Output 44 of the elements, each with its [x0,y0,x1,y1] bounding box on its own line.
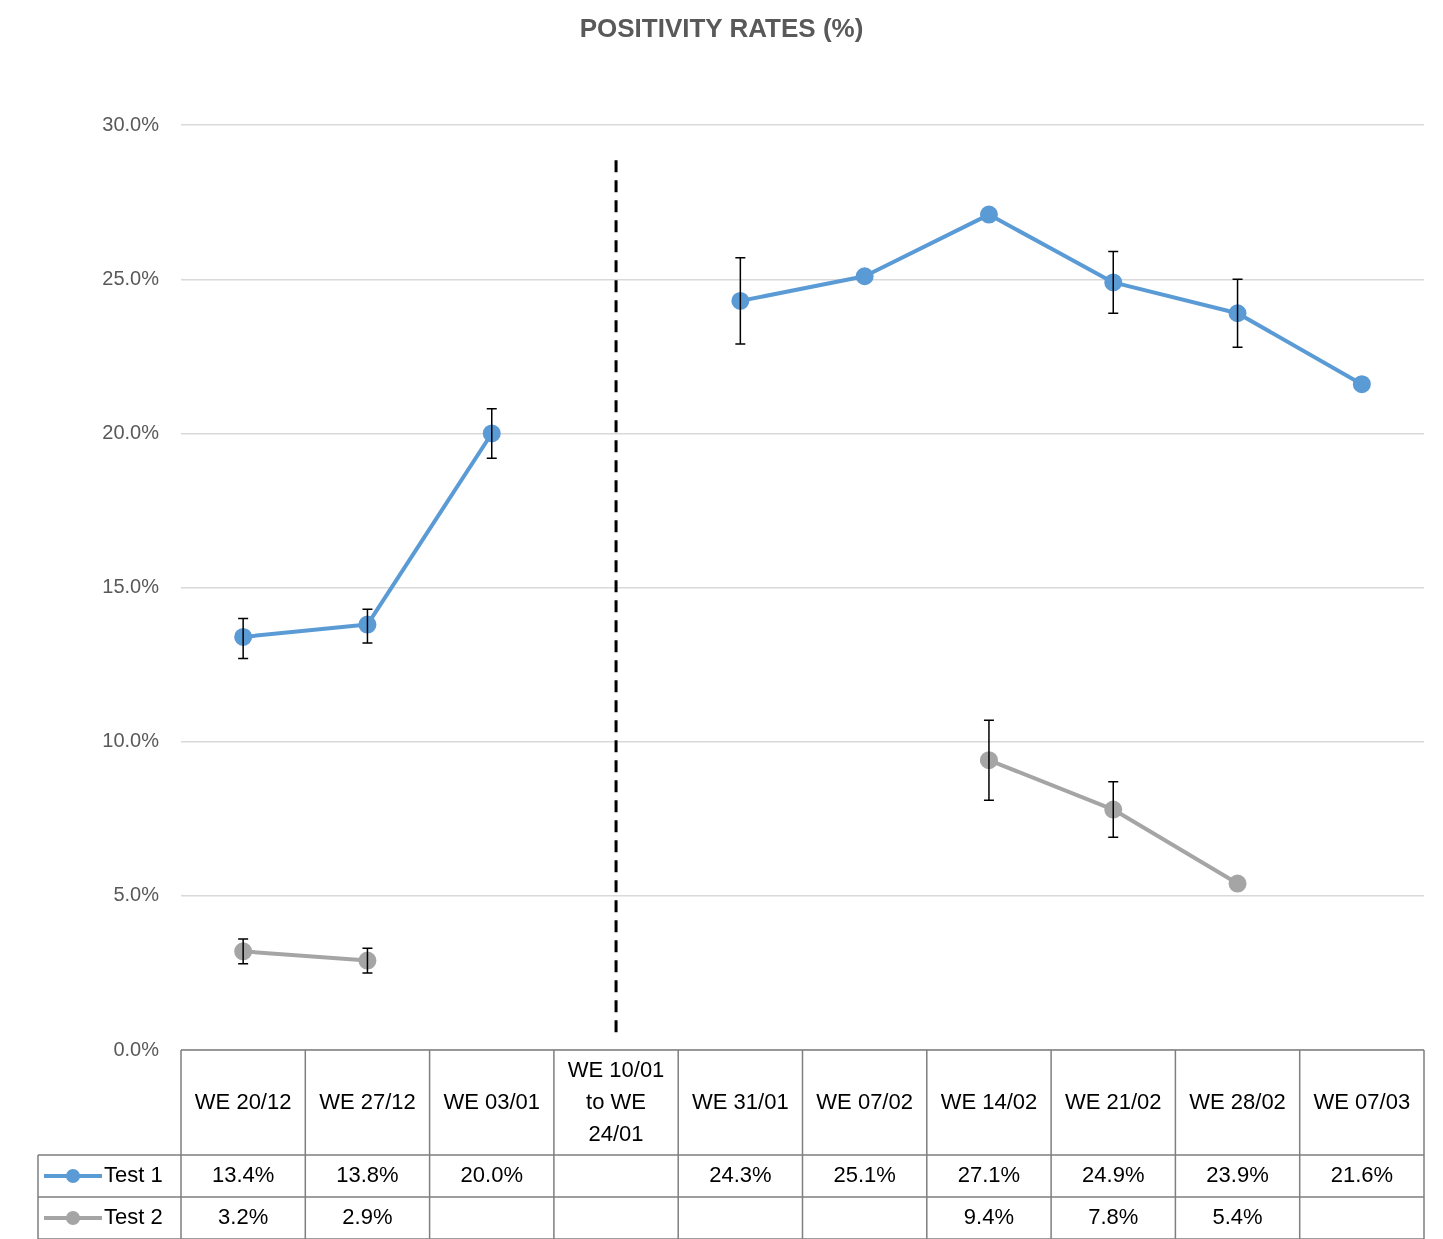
point [1104,273,1123,292]
data-label: 13.4% [211,1162,275,1188]
data-label: 23.9% [1206,1162,1269,1188]
data-label: 13.8% [336,1162,399,1188]
x-tick-label: WE 10/01 to WE 24/01 [567,1056,665,1146]
chart-title: POSITIVITY RATES (%) [579,12,864,43]
point [1228,874,1247,893]
data-label: 5.4% [1212,1204,1263,1230]
x-tick-label: WE 14/02 [940,1088,1038,1114]
data-label: 24.9% [1082,1162,1145,1188]
data-label: 20.0% [460,1162,523,1188]
x-tick-label: WE 20/12 [194,1088,292,1114]
y-tick-label: 10.0% [102,729,160,752]
x-tick-label: WE 03/01 [443,1088,541,1114]
y-tick-label: 25.0% [102,266,160,289]
data-label: 24.3% [709,1162,772,1188]
point [979,205,998,224]
data-label: 2.9% [342,1204,393,1230]
point [731,291,750,310]
y-tick-label: 30.0% [102,112,160,135]
point [1228,304,1247,323]
point [358,615,377,634]
y-tick-label: 20.0% [102,420,160,443]
x-tick-label: WE 27/12 [319,1088,416,1114]
data-label: 21.6% [1330,1162,1394,1188]
y-tick-label: 0.0% [113,1037,160,1060]
data-label: 25.1% [833,1162,896,1188]
x-tick-label: WE 31/01 [692,1088,789,1114]
point [855,267,874,286]
point [358,951,377,970]
point [1352,375,1371,394]
point [1104,800,1123,819]
x-tick-label: WE 21/02 [1064,1088,1162,1114]
x-tick-label: WE 07/03 [1313,1088,1411,1114]
y-tick-label: 5.0% [113,883,160,906]
data-label: 27.1% [957,1162,1021,1188]
x-tick-label: WE 28/02 [1189,1088,1286,1114]
data-label: 7.8% [1088,1204,1139,1230]
legend-label: Test 1 [104,1162,163,1188]
y-tick-label: 15.0% [102,575,160,598]
data-label: 3.2% [218,1204,269,1230]
data-label: 9.4% [963,1204,1015,1230]
x-tick-label: WE 07/02 [816,1088,913,1114]
legend-label: Test 2 [104,1204,163,1230]
